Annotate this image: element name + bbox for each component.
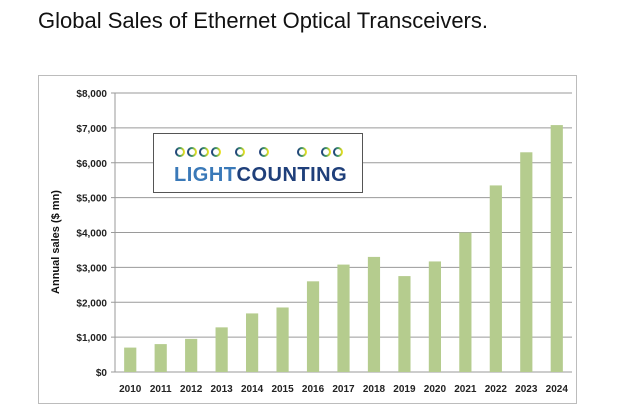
x-tick-label: 2023	[515, 384, 538, 395]
y-tick-label: $8,000	[76, 89, 107, 100]
bar-2015	[276, 307, 289, 372]
x-tick-label: 2012	[180, 384, 203, 395]
y-tick-label: $6,000	[76, 159, 107, 170]
bar-2010	[124, 347, 137, 372]
logo-word-light: LIGHT	[174, 164, 237, 186]
y-tick-label: $2,000	[76, 298, 107, 309]
x-tick-label: 2024	[546, 384, 569, 395]
logo-word-counting: COUNTING	[236, 164, 348, 186]
logo-chain-graphic	[174, 147, 343, 157]
x-tick-label: 2018	[363, 384, 386, 395]
x-tick-label: 2010	[119, 384, 142, 395]
x-tick-label: 2011	[150, 384, 172, 395]
bar-2016	[306, 281, 320, 372]
y-tick-label: $1,000	[76, 333, 107, 344]
bar-2022	[489, 185, 502, 372]
x-tick-label: 2017	[332, 384, 355, 395]
x-tick-label: 2015	[271, 384, 294, 395]
y-tick-label: $7,000	[76, 124, 107, 135]
bars	[124, 125, 563, 373]
bar-2011	[154, 344, 167, 372]
x-tick-label: 2021	[454, 384, 477, 395]
bar-2017	[337, 264, 350, 372]
x-tick-label: 2020	[424, 384, 447, 395]
x-tick-label: 2013	[211, 384, 234, 395]
logo-wordmark: LIGHTCOUNTING	[174, 164, 347, 187]
lightcounting-logo: LIGHTCOUNTING	[153, 133, 363, 193]
bar-2021	[459, 232, 472, 372]
bar-2023	[520, 152, 533, 372]
y-tick-labels: $0 $1,000 $2,000 $3,000 $4,000 $5,000 $6,000 $7…	[76, 89, 107, 379]
x-tick-label: 2022	[485, 384, 508, 395]
bar-2019	[398, 276, 411, 372]
y-axis-title: Annual sales ($ mn)	[50, 190, 62, 294]
bar-2012	[185, 338, 198, 372]
bar-2020	[428, 261, 441, 372]
y-tick-label: $3,000	[76, 263, 107, 274]
x-tick-label: 2014	[241, 384, 264, 395]
y-tick-label: $0	[96, 368, 108, 379]
y-tick-label: $4,000	[76, 229, 107, 240]
slide-title: Global Sales of Ethernet Optical Transce…	[38, 8, 488, 33]
bar-2013	[215, 327, 228, 372]
x-tick-label: 2016	[302, 384, 325, 395]
y-tick-label: $5,000	[76, 194, 107, 205]
x-tick-labels: 2010 2011 2012 2013 2014 2015 2016 2017 2018 2019…	[119, 384, 568, 395]
bar-2024	[550, 125, 563, 373]
x-tick-label: 2019	[393, 384, 416, 395]
bar-2014	[246, 313, 259, 372]
bar-2018	[367, 256, 381, 372]
